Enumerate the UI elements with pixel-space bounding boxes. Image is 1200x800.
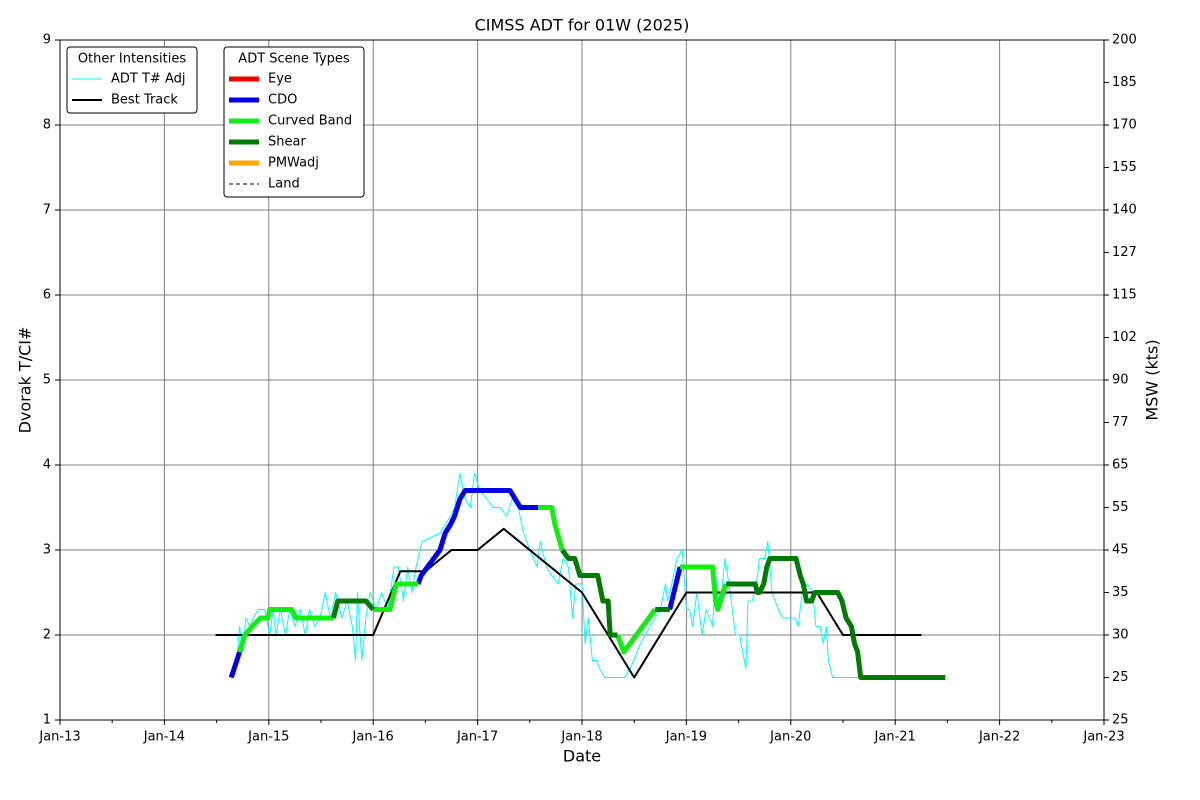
y2-tick-label: 90 — [1112, 373, 1129, 388]
legend-title: ADT Scene Types — [238, 52, 350, 67]
legend-title: Other Intensities — [78, 52, 187, 67]
x-tick-label: Jan-18 — [560, 730, 602, 745]
series-line — [331, 598, 376, 619]
y2-tick-label: 115 — [1112, 288, 1137, 303]
y-tick-label: 8 — [43, 118, 51, 133]
legend: Other Intensities ADT T# Adj Best Track — [66, 46, 198, 114]
y-tick-label: 2 — [43, 628, 51, 643]
y2-tick-label: 127 — [1112, 245, 1137, 260]
x-tick-label: Jan-21 — [874, 730, 916, 745]
y-tick-label: 6 — [43, 288, 51, 303]
x-tick-label: Jan-15 — [247, 730, 289, 745]
legend-label: Eye — [268, 72, 292, 87]
series-line — [237, 607, 334, 653]
x-tick-label: Jan-16 — [352, 730, 394, 745]
y-tick-label: 5 — [43, 373, 51, 388]
plot-frame — [59, 39, 1105, 721]
y-tick-label: 1 — [43, 713, 51, 728]
x-tick-label: Jan-22 — [978, 730, 1020, 745]
y2-tick-label: 35 — [1112, 585, 1129, 600]
y2-tick-label: 140 — [1112, 203, 1137, 218]
y2-tick-label: 55 — [1112, 500, 1129, 515]
y-tick-label: 9 — [43, 33, 51, 48]
x-tick-label: Jan-13 — [38, 730, 80, 745]
series-line — [373, 581, 419, 612]
series-line — [538, 505, 565, 551]
x-axis-label: Date — [563, 747, 601, 766]
y2-tick-label: 155 — [1112, 160, 1137, 175]
y2-axis-label: MSW (kts) — [1143, 339, 1162, 420]
series-line — [230, 473, 858, 678]
legend-label: ADT T# Adj — [111, 72, 185, 87]
series-line — [228, 651, 242, 679]
y2-tick-label: 45 — [1112, 543, 1129, 558]
x-tick-label: Jan-23 — [1082, 730, 1124, 745]
y-tick-label: 7 — [43, 203, 51, 218]
series-line — [615, 608, 658, 655]
series-line — [667, 566, 683, 611]
legend-label: CDO — [268, 93, 297, 108]
legend-label: Best Track — [111, 93, 178, 108]
legend-label: PMWadj — [268, 156, 319, 171]
y-tick-label: 4 — [43, 458, 51, 473]
y2-tick-label: 102 — [1112, 330, 1137, 345]
x-tick-label: Jan-17 — [456, 730, 498, 745]
legend-label: Land — [268, 177, 300, 192]
series-line — [680, 564, 729, 612]
legend-label: Curved Band — [268, 114, 352, 129]
y2-tick-label: 25 — [1112, 670, 1129, 685]
x-tick-label: Jan-20 — [769, 730, 811, 745]
series-line — [726, 556, 946, 680]
x-tick-label: Jan-14 — [143, 730, 185, 745]
series-line — [560, 548, 618, 638]
y2-tick-label: 25 — [1112, 713, 1129, 728]
chart-title: CIMSS ADT for 01W (2025) — [475, 16, 690, 35]
legend-box — [223, 46, 365, 198]
y-tick-label: 3 — [43, 543, 51, 558]
legend-label: Shear — [268, 135, 306, 150]
legend-box — [66, 46, 198, 114]
y2-tick-label: 185 — [1112, 75, 1137, 90]
series-line — [415, 488, 539, 585]
y-axis-label: Dvorak T/CI# — [16, 327, 35, 434]
y2-tick-label: 200 — [1112, 33, 1137, 48]
y2-tick-label: 30 — [1112, 628, 1129, 643]
y2-tick-label: 77 — [1112, 415, 1129, 430]
y2-tick-label: 65 — [1112, 458, 1129, 473]
legend: ADT Scene Types Eye CDO Curved Band Shear PMW… — [223, 46, 365, 198]
y2-tick-label: 170 — [1112, 118, 1137, 133]
x-tick-label: Jan-19 — [665, 730, 707, 745]
